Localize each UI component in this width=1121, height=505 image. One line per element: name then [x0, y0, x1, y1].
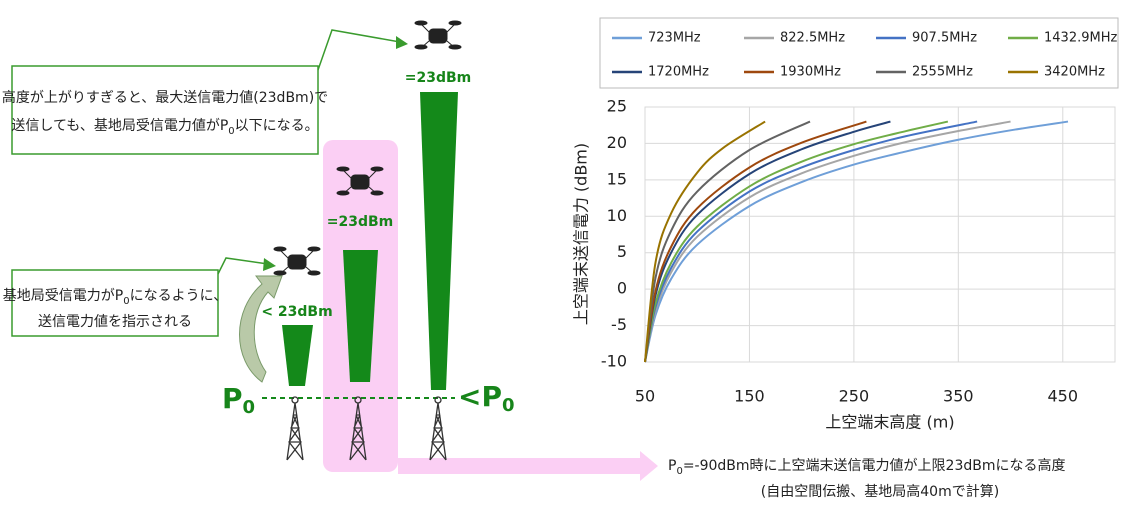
callout-text: 基地局受信電力がP0になるように、: [3, 287, 227, 307]
arrowhead: [263, 258, 276, 271]
y-tick-label: 25: [607, 97, 627, 116]
x-axis-title: 上空端末高度 (m): [825, 413, 954, 432]
y-axis-title: 上空端末送信電力 (dBm): [572, 143, 591, 325]
subscript: 0: [243, 397, 256, 418]
x-tick-label: 450: [1048, 387, 1079, 406]
subscript: 0: [228, 126, 234, 137]
y-tick-label: 20: [607, 133, 627, 152]
power-label: =23dBm: [405, 70, 472, 86]
pointer: [317, 29, 401, 71]
series-line: [644, 120, 811, 363]
legend-label: 822.5MHz: [780, 31, 845, 46]
series-line: [644, 120, 867, 363]
subscript: 0: [502, 395, 515, 416]
y-tick-label: -10: [601, 352, 627, 371]
callout-text: 送信しても、基地局受信電力値がP0以下になる。: [11, 117, 318, 137]
callout-box: [11, 65, 319, 155]
text: 基地局受信電力がP: [3, 287, 123, 304]
beam: [343, 250, 378, 382]
text: 以下になる。: [235, 118, 319, 134]
arrow: [398, 451, 658, 481]
power-label: < 23dBm: [261, 304, 332, 320]
callout-box: [11, 269, 219, 337]
curved-arrow: [239, 275, 283, 383]
legend-label: 2555MHz: [912, 65, 973, 80]
y-tick-label: 15: [607, 169, 627, 188]
callout-text: 送信電力値を指示される: [38, 314, 192, 330]
series-line: [644, 120, 1069, 363]
y-tick-label: -5: [611, 315, 627, 334]
text: P: [222, 382, 243, 415]
series-line: [644, 120, 1011, 363]
beam: [420, 92, 458, 390]
plot-area: [644, 106, 1116, 363]
note: (自由空間伝搬、基地局高40mで計算): [761, 483, 999, 500]
callout-text: 高度が上がりすぎると、最大送信電力値(23dBm)で: [2, 89, 328, 106]
legend-box: [599, 17, 1119, 89]
series-line: [644, 120, 978, 363]
text: になるように、: [130, 288, 228, 304]
y-tick-label: 10: [607, 206, 627, 225]
y-tick-label: 0: [617, 279, 627, 298]
text: =-90dBm時に上空端末送信電力値が上限23dBmになる高度: [683, 457, 1066, 474]
y-tick-label: 5: [617, 242, 627, 261]
beam: [282, 325, 313, 386]
legend-label: 723MHz: [648, 31, 701, 46]
note: P0=-90dBm時に上空端末送信電力値が上限23dBmになる高度: [668, 457, 1066, 477]
text: <P: [458, 380, 502, 413]
x-tick-label: 50: [635, 387, 655, 406]
x-tick-label: 250: [839, 387, 870, 406]
p0-label: P0: [222, 382, 255, 418]
text: 送信しても、基地局受信電力値がP: [11, 117, 228, 134]
legend-label: 3420MHz: [1044, 65, 1105, 80]
pointer: [217, 257, 269, 275]
drone: [273, 20, 462, 276]
p0-label: <P0: [458, 380, 515, 416]
legend-label: 1930MHz: [780, 65, 841, 80]
series-line: [644, 120, 949, 363]
subscript: 0: [676, 466, 682, 477]
arrowhead: [396, 36, 408, 49]
text: P: [668, 458, 676, 474]
legend-label: 1720MHz: [648, 65, 709, 80]
x-tick-label: 150: [734, 387, 765, 406]
legend-label: 1432.9MHz: [1044, 31, 1117, 46]
series-line: [644, 120, 766, 363]
tower: [286, 396, 447, 461]
power-label: =23dBm: [327, 214, 394, 230]
subscript: 0: [123, 296, 129, 307]
legend-label: 907.5MHz: [912, 31, 977, 46]
x-tick-label: 350: [943, 387, 974, 406]
